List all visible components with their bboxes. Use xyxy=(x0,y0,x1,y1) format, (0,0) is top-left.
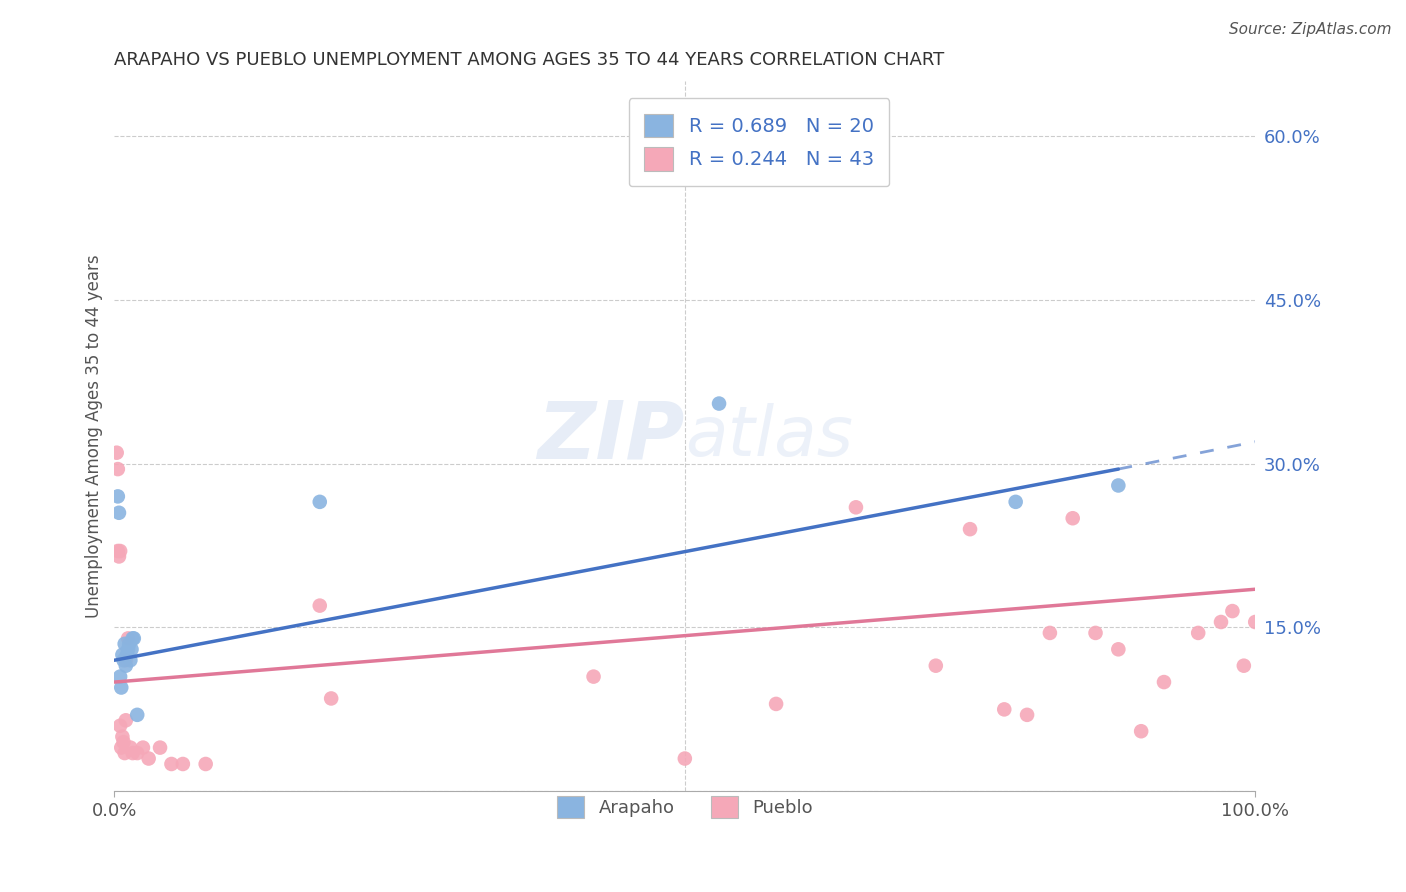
Text: ARAPAHO VS PUEBLO UNEMPLOYMENT AMONG AGES 35 TO 44 YEARS CORRELATION CHART: ARAPAHO VS PUEBLO UNEMPLOYMENT AMONG AGE… xyxy=(114,51,945,69)
Point xyxy=(1209,615,1232,629)
Point xyxy=(120,740,142,755)
Point xyxy=(172,756,194,771)
Point xyxy=(114,658,136,673)
Point xyxy=(1187,626,1209,640)
Point xyxy=(845,500,868,515)
Point xyxy=(117,642,139,657)
Point xyxy=(108,544,131,558)
Point xyxy=(1153,675,1175,690)
Point xyxy=(107,462,129,476)
Point xyxy=(1015,707,1038,722)
Point xyxy=(112,653,135,667)
Point xyxy=(107,489,129,503)
Point xyxy=(993,702,1015,716)
Point xyxy=(110,740,132,755)
Point xyxy=(1107,642,1129,657)
Point xyxy=(121,642,143,657)
Point xyxy=(1130,724,1153,739)
Point xyxy=(111,730,134,744)
Point xyxy=(120,653,142,667)
Point xyxy=(115,648,138,662)
Point xyxy=(925,658,948,673)
Point xyxy=(111,648,134,662)
Point xyxy=(121,746,143,760)
Point xyxy=(308,599,330,613)
Point xyxy=(149,740,172,755)
Point xyxy=(114,714,136,728)
Text: atlas: atlas xyxy=(685,403,853,470)
Point xyxy=(1107,478,1129,492)
Point xyxy=(107,544,129,558)
Point xyxy=(110,681,132,695)
Point xyxy=(308,495,330,509)
Point xyxy=(112,735,135,749)
Point xyxy=(122,632,145,646)
Point xyxy=(114,746,136,760)
Point xyxy=(1004,495,1026,509)
Point xyxy=(1062,511,1084,525)
Point xyxy=(114,653,136,667)
Point xyxy=(105,446,128,460)
Point xyxy=(1222,604,1244,618)
Text: ZIP: ZIP xyxy=(537,397,685,475)
Point xyxy=(114,637,136,651)
Point xyxy=(160,756,183,771)
Point xyxy=(1233,658,1256,673)
Point xyxy=(118,637,141,651)
Text: Source: ZipAtlas.com: Source: ZipAtlas.com xyxy=(1229,22,1392,37)
Point xyxy=(582,670,605,684)
Point xyxy=(108,506,131,520)
Legend: Arapaho, Pueblo: Arapaho, Pueblo xyxy=(550,789,820,825)
Point xyxy=(108,670,131,684)
Point xyxy=(138,751,160,765)
Y-axis label: Unemployment Among Ages 35 to 44 years: Unemployment Among Ages 35 to 44 years xyxy=(86,254,103,618)
Point xyxy=(707,396,730,410)
Point xyxy=(108,549,131,564)
Point xyxy=(765,697,787,711)
Point xyxy=(321,691,343,706)
Point xyxy=(108,719,131,733)
Point xyxy=(1244,615,1267,629)
Point xyxy=(121,632,143,646)
Point xyxy=(127,707,149,722)
Point xyxy=(132,740,155,755)
Point xyxy=(194,756,217,771)
Point xyxy=(673,751,696,765)
Point xyxy=(1039,626,1062,640)
Point xyxy=(1084,626,1107,640)
Point xyxy=(127,746,149,760)
Point xyxy=(117,632,139,646)
Point xyxy=(959,522,981,536)
